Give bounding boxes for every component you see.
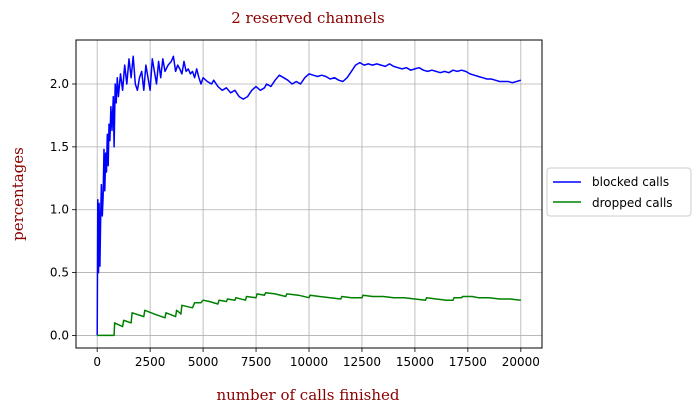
series-line-dropped-calls (97, 291, 521, 337)
x-axis-label: number of calls finished (216, 386, 399, 404)
y-tick-label: 0.0 (50, 328, 69, 342)
chart-title: 2 reserved channels (231, 9, 385, 27)
x-tick-label: 10000 (290, 355, 328, 369)
x-tick-label: 12500 (343, 355, 381, 369)
x-tick-label: 5000 (188, 355, 219, 369)
legend-label-blocked-calls: blocked calls (592, 175, 669, 189)
series-line-blocked-calls (96, 55, 522, 336)
x-tick-label: 7500 (241, 355, 272, 369)
legend: blocked calls dropped calls (546, 167, 692, 217)
y-tick-label: 1.5 (50, 140, 69, 154)
y-tick-label: 1.0 (50, 203, 69, 217)
y-tick-label: 2.0 (50, 77, 69, 91)
x-tick-label: 15000 (396, 355, 434, 369)
y-axis: 0.0 0.5 1.0 1.5 2.0 (50, 77, 76, 342)
y-tick-label: 0.5 (50, 266, 69, 280)
x-tick-label: 20000 (502, 355, 540, 369)
x-axis: 0 2500 5000 7500 10000 12500 15000 17500 20000 (93, 348, 540, 369)
legend-box (546, 167, 692, 217)
grid (76, 40, 542, 348)
y-axis-label: percentages (9, 147, 27, 241)
x-tick-label: 2500 (135, 355, 166, 369)
x-tick-label: 0 (93, 355, 101, 369)
legend-label-dropped-calls: dropped calls (592, 196, 673, 210)
plot-frame (75, 39, 543, 349)
series-lines (96, 55, 522, 337)
x-tick-label: 17500 (449, 355, 487, 369)
